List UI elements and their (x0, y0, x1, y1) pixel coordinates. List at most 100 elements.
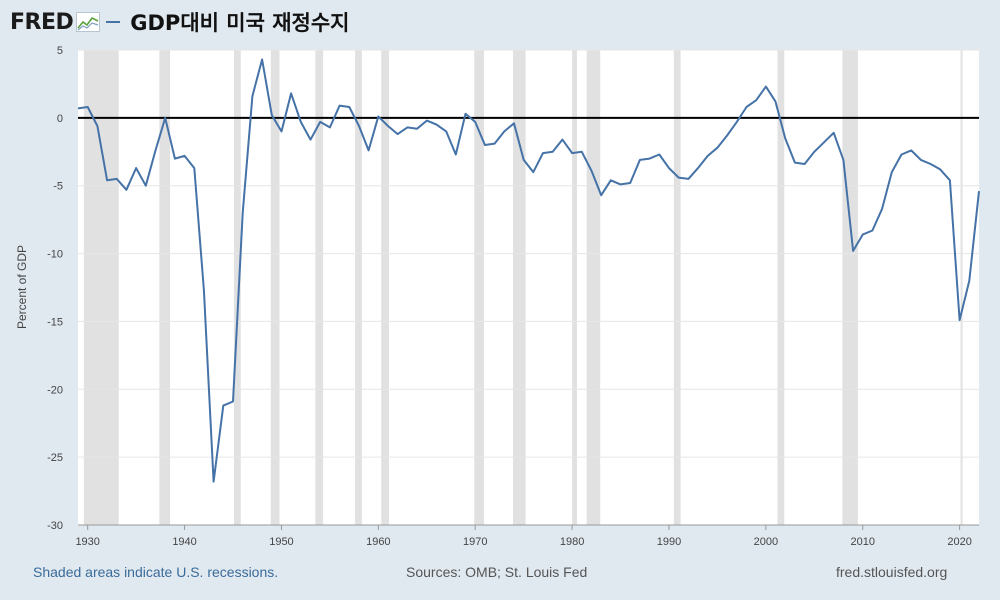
data-point-2019[interactable] (946, 176, 954, 184)
data-point-1966[interactable] (432, 121, 440, 129)
data-point-2016[interactable] (917, 156, 925, 164)
data-point-1946[interactable] (239, 209, 247, 217)
data-point-1991[interactable] (675, 174, 683, 182)
data-point-2008[interactable] (839, 156, 847, 164)
data-point-1931[interactable] (93, 122, 101, 130)
data-point-2000[interactable] (762, 83, 770, 91)
data-point-2022[interactable] (975, 187, 983, 195)
data-point-1976[interactable] (529, 168, 537, 176)
data-point-1999[interactable] (752, 96, 760, 104)
data-point-1956[interactable] (336, 102, 344, 110)
data-point-1952[interactable] (297, 118, 305, 126)
data-point-1964[interactable] (413, 125, 421, 133)
data-point-1979[interactable] (558, 136, 566, 144)
data-point-2006[interactable] (820, 138, 828, 146)
data-point-2018[interactable] (936, 165, 944, 173)
data-point-1951[interactable] (287, 89, 295, 97)
data-point-1941[interactable] (190, 164, 198, 172)
data-point-2017[interactable] (927, 160, 935, 168)
data-point-1929[interactable] (74, 104, 82, 112)
data-point-2005[interactable] (810, 148, 818, 156)
data-point-1947[interactable] (248, 92, 256, 100)
data-point-2014[interactable] (897, 151, 905, 159)
data-point-1994[interactable] (704, 152, 712, 160)
data-point-1978[interactable] (549, 148, 557, 156)
data-point-1990[interactable] (665, 164, 673, 172)
data-point-1977[interactable] (539, 149, 547, 157)
data-point-1993[interactable] (694, 164, 702, 172)
data-point-1959[interactable] (365, 146, 373, 154)
data-point-1992[interactable] (684, 175, 692, 183)
data-point-1957[interactable] (345, 103, 353, 111)
x-tick-label: 1930 (75, 536, 99, 548)
data-point-2007[interactable] (830, 129, 838, 137)
data-point-1940[interactable] (181, 152, 189, 160)
data-point-1968[interactable] (452, 151, 460, 159)
data-point-1961[interactable] (384, 122, 392, 130)
data-point-1970[interactable] (471, 118, 479, 126)
data-point-2004[interactable] (801, 160, 809, 168)
data-point-1988[interactable] (646, 155, 654, 163)
data-point-1935[interactable] (132, 164, 140, 172)
data-point-1983[interactable] (597, 191, 605, 199)
data-point-2013[interactable] (888, 168, 896, 176)
data-point-1975[interactable] (520, 156, 528, 164)
data-point-1953[interactable] (307, 136, 315, 144)
data-point-1933[interactable] (113, 175, 121, 183)
data-point-1980[interactable] (568, 149, 576, 157)
series-line-0[interactable] (77, 58, 980, 483)
data-point-1934[interactable] (122, 186, 130, 194)
data-point-2009[interactable] (849, 247, 857, 255)
data-point-2015[interactable] (907, 146, 915, 154)
data-point-1942[interactable] (200, 286, 208, 294)
data-point-2020[interactable] (956, 316, 964, 324)
data-point-2002[interactable] (781, 134, 789, 142)
site-link[interactable]: fred.stlouisfed.org (836, 564, 948, 580)
data-point-1987[interactable] (636, 156, 644, 164)
y-tick-label: -10 (47, 249, 63, 261)
data-point-1939[interactable] (171, 155, 179, 163)
data-point-1998[interactable] (742, 103, 750, 111)
data-point-1981[interactable] (578, 148, 586, 156)
data-point-1973[interactable] (500, 127, 508, 135)
data-point-1989[interactable] (655, 151, 663, 159)
data-point-1958[interactable] (355, 122, 363, 130)
data-point-1965[interactable] (423, 117, 431, 125)
data-point-1969[interactable] (462, 110, 470, 118)
data-point-1967[interactable] (442, 127, 450, 135)
data-point-2010[interactable] (859, 231, 867, 239)
data-point-1996[interactable] (723, 132, 731, 140)
data-point-1937[interactable] (152, 146, 160, 154)
data-point-1949[interactable] (268, 111, 276, 119)
data-point-1971[interactable] (481, 141, 489, 149)
data-point-1997[interactable] (733, 118, 741, 126)
data-point-2011[interactable] (868, 227, 876, 235)
data-point-1962[interactable] (394, 130, 402, 138)
data-point-1963[interactable] (403, 123, 411, 131)
data-point-1955[interactable] (326, 123, 334, 131)
data-point-1972[interactable] (491, 140, 499, 148)
data-point-1982[interactable] (587, 167, 595, 175)
data-point-1986[interactable] (626, 179, 634, 187)
data-point-1938[interactable] (161, 114, 169, 122)
data-point-1943[interactable] (210, 478, 218, 486)
data-point-1936[interactable] (142, 182, 150, 190)
data-point-1945[interactable] (229, 398, 237, 406)
data-point-1960[interactable] (374, 113, 382, 121)
data-point-1944[interactable] (219, 402, 227, 410)
data-point-2021[interactable] (965, 277, 973, 285)
data-point-1932[interactable] (103, 176, 111, 184)
data-point-1930[interactable] (84, 103, 92, 111)
data-point-1995[interactable] (713, 144, 721, 152)
data-point-2012[interactable] (878, 205, 886, 213)
data-point-2001[interactable] (772, 98, 780, 106)
data-point-1948[interactable] (258, 56, 266, 64)
y-tick-label: -20 (47, 384, 63, 396)
data-point-1954[interactable] (316, 118, 324, 126)
data-point-1950[interactable] (277, 127, 285, 135)
data-point-1985[interactable] (617, 180, 625, 188)
fred-logo[interactable]: FRED (10, 9, 74, 35)
data-point-1984[interactable] (607, 176, 615, 184)
data-point-1974[interactable] (510, 119, 518, 127)
data-point-2003[interactable] (791, 159, 799, 167)
